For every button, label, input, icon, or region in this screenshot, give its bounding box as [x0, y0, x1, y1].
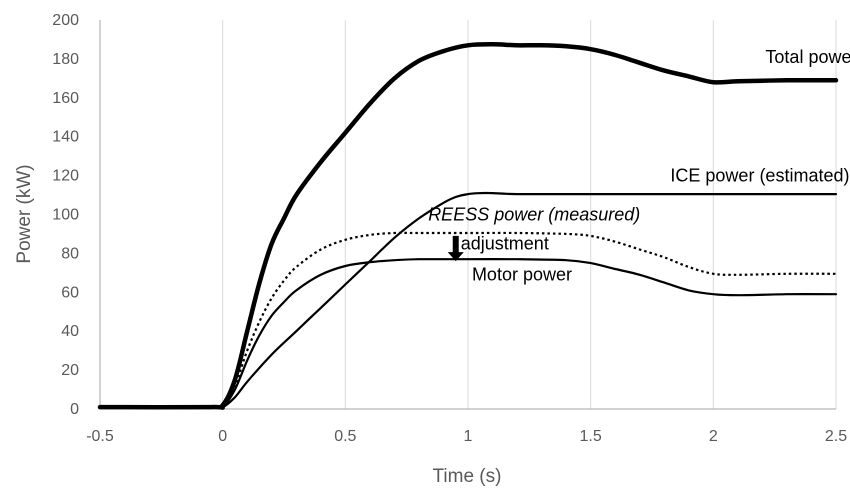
- x-tick-label: 2.5: [825, 428, 847, 445]
- label-ice-power-estimated: ICE power (estimated): [670, 165, 849, 185]
- y-tick-label: 20: [61, 362, 79, 379]
- x-tick-label: 1: [464, 428, 473, 445]
- y-axis-title: Power (kW): [14, 164, 35, 263]
- series-line-total-power: [97, 42, 839, 410]
- y-tick-label: 160: [52, 90, 79, 107]
- label-total-power: Total power: [765, 47, 850, 67]
- y-tick-label: 80: [61, 245, 79, 262]
- label-adjustment: adjustment: [461, 234, 549, 254]
- y-tick-labels: 0 20 40 60 80 100 120 140 160 180 200: [52, 12, 79, 418]
- series-lines: [97, 42, 839, 410]
- series-line-reess-power-measured: [100, 231, 837, 410]
- y-tick-label: 40: [61, 323, 79, 340]
- label-motor-power: Motor power: [472, 265, 572, 285]
- y-tick-label: 120: [52, 168, 79, 185]
- x-axis-title: Time (s): [433, 466, 502, 487]
- x-tick-label: 1.5: [580, 428, 602, 445]
- y-tick-label: 180: [52, 51, 79, 68]
- x-tick-labels: -0.5 0 0.5 1 1.5 2 2.5: [86, 428, 847, 445]
- y-tick-label: 0: [70, 401, 79, 418]
- x-tick-label: -0.5: [86, 428, 114, 445]
- y-tick-label: 140: [52, 129, 79, 146]
- y-tick-label: 100: [52, 207, 79, 224]
- x-tick-label: 0: [218, 428, 227, 445]
- y-tick-label: 200: [52, 12, 79, 29]
- x-tick-label: 0.5: [334, 428, 356, 445]
- y-tick-label: 60: [61, 284, 79, 301]
- series-line-motor-power: [98, 258, 838, 410]
- annotations: Total power ICE power (estimated) REESS po…: [428, 47, 850, 285]
- gridlines: [222, 20, 837, 409]
- label-reess-power-measured: REESS power (measured): [428, 204, 640, 224]
- adjustment-arrow-icon: [447, 235, 464, 262]
- x-tick-label: 2: [709, 428, 718, 445]
